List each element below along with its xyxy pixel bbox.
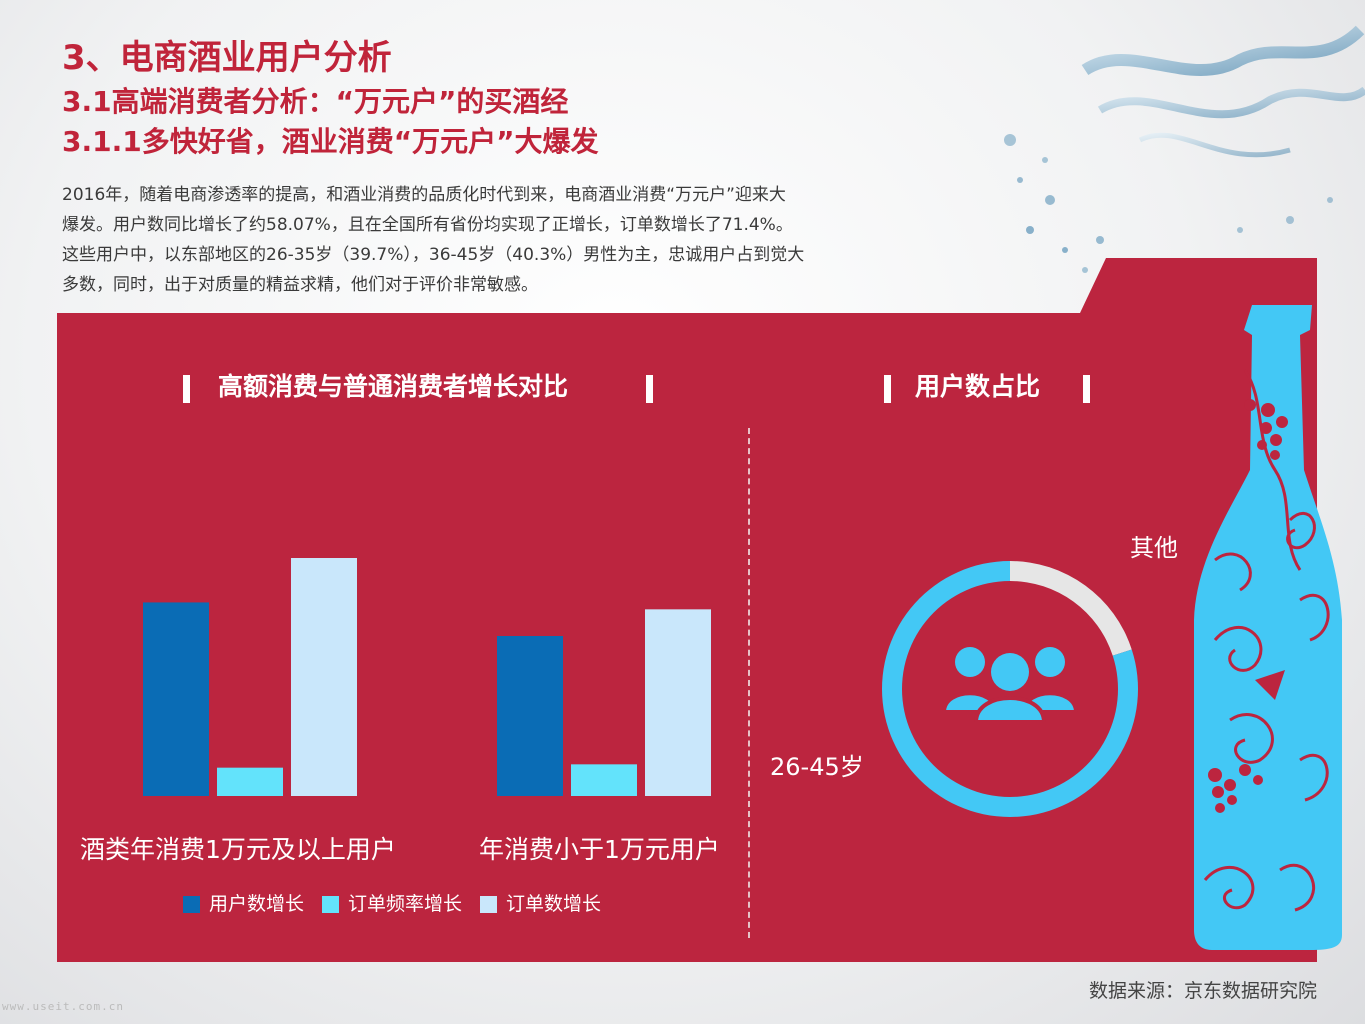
legend-item-user-growth: 用户数增长 <box>183 890 304 918</box>
users-group-icon <box>941 647 1079 724</box>
bar-user-growth <box>497 636 563 796</box>
donut-chart <box>882 561 1138 817</box>
chart-divider <box>748 428 750 938</box>
title-block: 3、电商酒业用户分析 3.1高端消费者分析：“万元户”的买酒经 3.1.1多快好… <box>62 36 599 162</box>
header-bar-right <box>1083 375 1090 403</box>
intro-paragraph: 2016年，随着电商渗透率的提高，和酒业消费的品质化时代到来，电商酒业消费“万元… <box>62 180 982 300</box>
legend-swatch <box>480 895 498 913</box>
bottle-decoration <box>1194 305 1342 950</box>
section-subtitle: 3.1高端消费者分析：“万元户”的买酒经 <box>62 85 569 118</box>
legend-swatch <box>322 895 340 913</box>
slice-label-other: 其他 <box>1130 534 1178 562</box>
header-bar-left <box>183 375 190 403</box>
category-label: 年消费小于1万元用户 <box>479 835 720 864</box>
legend-label: 订单频率增长 <box>348 893 463 915</box>
header-bar-left <box>884 375 891 403</box>
subsection-subtitle: 3.1.1多快好省，酒业消费“万元户”大爆发 <box>62 125 599 158</box>
water-splash-decoration <box>1004 25 1365 273</box>
bar-order-freq-growth <box>217 767 283 796</box>
legend-item-order-freq-growth: 订单频率增长 <box>322 890 462 918</box>
bar-order-growth <box>291 558 357 796</box>
legend-item-order-growth: 订单数增长 <box>480 890 601 918</box>
pie-chart-title: 用户数占比 <box>915 372 1041 401</box>
category-label: 酒类年消费1万元及以上用户 <box>80 835 396 864</box>
page-title: 3、电商酒业用户分析 <box>62 38 392 78</box>
data-source: 数据来源：京东数据研究院 <box>1088 980 1317 1002</box>
bar-order-freq-growth <box>571 764 637 796</box>
intro-line: 爆发。用户数同比增长了约58.07%，且在全国所有省份均实现了正增长，订单数增长… <box>62 215 793 235</box>
slice-other <box>1010 561 1132 656</box>
bar-chart-title: 高额消费与普通消费者增长对比 <box>218 372 569 401</box>
intro-line: 这些用户中，以东部地区的26-35岁（39.7%），36-45岁（40.3%）男… <box>62 245 805 265</box>
chart-legend: 用户数增长 订单频率增长 订单数增长 <box>183 890 619 918</box>
slice-label-age-26-45: 26-45岁 <box>770 753 864 781</box>
watermark: www.useit.com.cn <box>2 1000 124 1013</box>
bar-order-growth <box>645 609 711 796</box>
intro-line: 多数，同时，出于对质量的精益求精，他们对于评价非常敏感。 <box>62 275 538 295</box>
bar-user-growth <box>143 602 209 796</box>
header-bar-right <box>646 375 653 403</box>
legend-label: 用户数增长 <box>209 893 305 915</box>
legend-label: 订单数增长 <box>506 893 602 915</box>
legend-swatch <box>183 895 200 913</box>
intro-line: 2016年，随着电商渗透率的提高，和酒业消费的品质化时代到来，电商酒业消费“万元… <box>62 185 786 205</box>
